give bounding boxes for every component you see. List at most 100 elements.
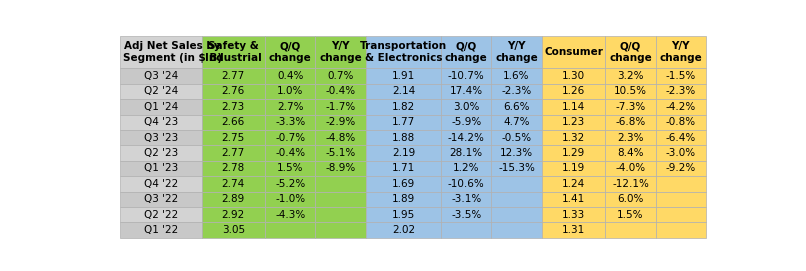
Text: 1.0%: 1.0% xyxy=(277,86,303,96)
Bar xyxy=(655,99,706,115)
Bar xyxy=(542,99,605,115)
Bar xyxy=(542,68,605,84)
Text: Q/Q
change: Q/Q change xyxy=(445,41,488,63)
Bar xyxy=(202,192,265,207)
Text: 1.5%: 1.5% xyxy=(277,163,304,173)
Bar xyxy=(655,207,706,222)
Bar xyxy=(202,161,265,176)
Bar xyxy=(542,192,605,207)
Text: Q/Q
change: Q/Q change xyxy=(609,41,652,63)
Bar xyxy=(315,36,366,68)
Bar xyxy=(120,130,202,145)
Bar xyxy=(655,115,706,130)
Text: -3.0%: -3.0% xyxy=(666,148,696,158)
Bar xyxy=(441,192,492,207)
Text: -3.3%: -3.3% xyxy=(275,117,305,127)
Text: Q2 '22: Q2 '22 xyxy=(143,210,178,220)
Bar xyxy=(492,84,542,99)
Text: -9.2%: -9.2% xyxy=(666,163,696,173)
Text: -0.4%: -0.4% xyxy=(326,86,355,96)
Text: -6.4%: -6.4% xyxy=(666,133,696,143)
Text: 2.74: 2.74 xyxy=(222,179,245,189)
Bar xyxy=(366,84,441,99)
Text: -10.7%: -10.7% xyxy=(448,71,484,81)
Text: Q/Q
change: Q/Q change xyxy=(269,41,312,63)
Text: -5.1%: -5.1% xyxy=(326,148,355,158)
Bar xyxy=(120,145,202,161)
Text: Q1 '24: Q1 '24 xyxy=(143,102,178,112)
Text: -2.9%: -2.9% xyxy=(326,117,355,127)
Bar xyxy=(202,130,265,145)
Text: 2.76: 2.76 xyxy=(222,86,245,96)
Bar xyxy=(441,161,492,176)
Text: 1.23: 1.23 xyxy=(562,117,585,127)
Bar xyxy=(315,84,366,99)
Text: -1.7%: -1.7% xyxy=(326,102,355,112)
Bar xyxy=(441,145,492,161)
Bar xyxy=(315,115,366,130)
Text: Y/Y
change: Y/Y change xyxy=(495,41,538,63)
Bar xyxy=(492,130,542,145)
Text: 0.4%: 0.4% xyxy=(277,71,303,81)
Bar xyxy=(441,36,492,68)
Text: 2.77: 2.77 xyxy=(222,71,245,81)
Text: 3.0%: 3.0% xyxy=(453,102,480,112)
Bar xyxy=(542,207,605,222)
Bar xyxy=(265,222,315,238)
Text: 1.33: 1.33 xyxy=(562,210,585,220)
Bar xyxy=(605,115,655,130)
Text: -12.1%: -12.1% xyxy=(612,179,649,189)
Text: 1.24: 1.24 xyxy=(562,179,585,189)
Text: -2.3%: -2.3% xyxy=(501,86,532,96)
Bar xyxy=(265,130,315,145)
Bar xyxy=(366,99,441,115)
Text: 1.89: 1.89 xyxy=(392,194,415,204)
Bar xyxy=(265,145,315,161)
Bar xyxy=(120,99,202,115)
Bar xyxy=(265,84,315,99)
Bar xyxy=(492,145,542,161)
Bar xyxy=(202,84,265,99)
Text: Q2 '23: Q2 '23 xyxy=(143,148,178,158)
Text: 2.73: 2.73 xyxy=(222,102,245,112)
Bar xyxy=(441,222,492,238)
Text: 1.77: 1.77 xyxy=(392,117,415,127)
Text: -7.3%: -7.3% xyxy=(615,102,646,112)
Bar xyxy=(366,68,441,84)
Text: 2.3%: 2.3% xyxy=(617,133,644,143)
Bar xyxy=(492,68,542,84)
Bar xyxy=(542,84,605,99)
Text: 1.95: 1.95 xyxy=(392,210,415,220)
Bar xyxy=(315,192,366,207)
Text: 2.02: 2.02 xyxy=(392,225,415,235)
Bar xyxy=(441,115,492,130)
Bar xyxy=(265,68,315,84)
Text: Q3 '23: Q3 '23 xyxy=(143,133,178,143)
Text: Y/Y
change: Y/Y change xyxy=(659,41,702,63)
Bar xyxy=(655,192,706,207)
Text: 0.7%: 0.7% xyxy=(327,71,354,81)
Text: 2.77: 2.77 xyxy=(222,148,245,158)
Bar xyxy=(605,222,655,238)
Text: 4.7%: 4.7% xyxy=(503,117,530,127)
Text: 1.32: 1.32 xyxy=(562,133,585,143)
Bar xyxy=(315,222,366,238)
Bar xyxy=(492,222,542,238)
Bar xyxy=(366,145,441,161)
Bar xyxy=(202,222,265,238)
Text: -4.0%: -4.0% xyxy=(616,163,646,173)
Text: 6.6%: 6.6% xyxy=(503,102,530,112)
Bar xyxy=(492,176,542,192)
Bar xyxy=(120,68,202,84)
Bar xyxy=(605,145,655,161)
Text: 1.5%: 1.5% xyxy=(617,210,644,220)
Text: -0.8%: -0.8% xyxy=(666,117,696,127)
Bar xyxy=(315,130,366,145)
Text: Q1 '22: Q1 '22 xyxy=(143,225,178,235)
Bar xyxy=(202,68,265,84)
Bar xyxy=(441,176,492,192)
Text: -0.7%: -0.7% xyxy=(275,133,305,143)
Bar xyxy=(492,207,542,222)
Text: 1.91: 1.91 xyxy=(392,71,415,81)
Text: Adj Net Sales by
Segment (in $ B): Adj Net Sales by Segment (in $ B) xyxy=(123,41,222,63)
